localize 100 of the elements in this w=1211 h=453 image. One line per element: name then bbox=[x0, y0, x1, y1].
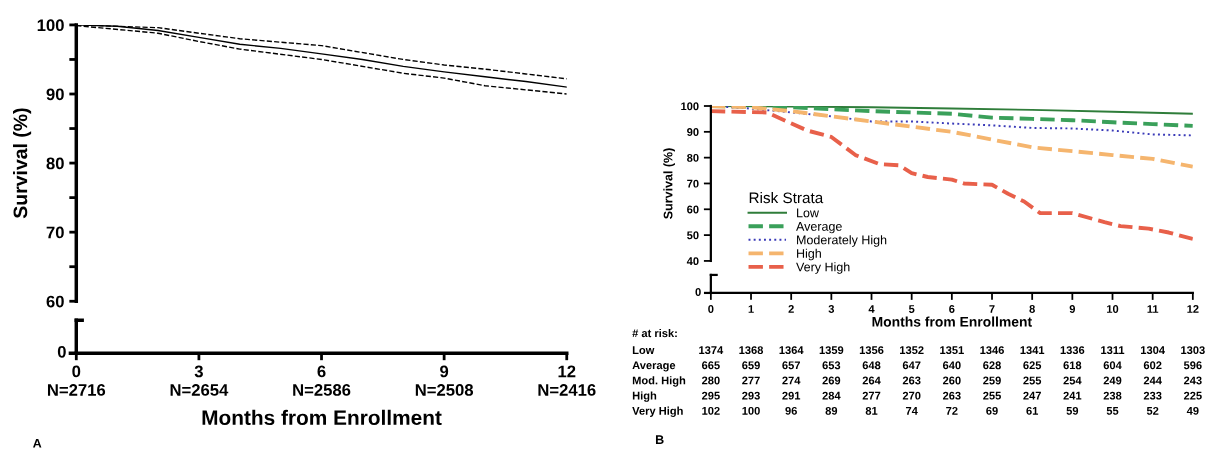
text: 96 bbox=[785, 406, 797, 415]
x-tick-label: 5 bbox=[908, 305, 915, 313]
text: 260 bbox=[942, 376, 961, 385]
text: 255 bbox=[983, 391, 1001, 400]
x-tick-label: 7 bbox=[989, 305, 995, 313]
text: 74 bbox=[905, 407, 918, 415]
text: 277 bbox=[742, 376, 760, 385]
y-tick-label: 100 bbox=[37, 19, 64, 32]
text: 291 bbox=[782, 391, 801, 400]
x-tick-label: 1 bbox=[748, 305, 754, 313]
text: 625 bbox=[1023, 361, 1042, 370]
legend-label: Low bbox=[797, 208, 819, 218]
text: 604 bbox=[1103, 361, 1122, 370]
text: 225 bbox=[1183, 391, 1202, 400]
text: 640 bbox=[942, 361, 961, 370]
text: A bbox=[33, 438, 42, 448]
text: 277 bbox=[862, 391, 881, 400]
text: 52 bbox=[1146, 406, 1159, 415]
text: 259 bbox=[983, 376, 1001, 385]
text: 618 bbox=[1063, 361, 1082, 370]
text: 263 bbox=[902, 376, 921, 385]
text: 0 bbox=[695, 288, 701, 296]
text: 295 bbox=[701, 391, 720, 400]
x-tick-label: 4 bbox=[868, 305, 875, 313]
x-tick-label: 3 bbox=[828, 305, 835, 313]
text: 81 bbox=[865, 406, 878, 415]
text: 648 bbox=[862, 361, 881, 370]
text: High bbox=[632, 391, 657, 402]
text: Average bbox=[632, 361, 676, 372]
text: 1311 bbox=[1101, 346, 1125, 355]
text: N=2716 bbox=[47, 384, 106, 396]
x-tick-label: 9 bbox=[1069, 305, 1076, 313]
y-tick-label: 60 bbox=[46, 295, 64, 308]
text: N=2508 bbox=[415, 384, 474, 396]
y-tick-label: 40 bbox=[686, 257, 699, 266]
x-axis-title: Months from Enrollment bbox=[872, 316, 1032, 327]
text: 264 bbox=[862, 376, 881, 385]
y-tick-label: 90 bbox=[46, 88, 64, 101]
x-tick-label: 0 bbox=[708, 305, 714, 313]
text: 1368 bbox=[739, 346, 764, 355]
text: 254 bbox=[1063, 376, 1082, 385]
y-axis-title: Survival (%) bbox=[13, 108, 32, 219]
legend-label: Average bbox=[796, 222, 842, 234]
text: 238 bbox=[1103, 391, 1122, 400]
text: 61 bbox=[1026, 406, 1039, 415]
text: 55 bbox=[1106, 407, 1119, 415]
text: 659 bbox=[742, 361, 760, 370]
text: 249 bbox=[1103, 376, 1122, 385]
text: 243 bbox=[1183, 376, 1202, 385]
text: 1364 bbox=[779, 346, 804, 355]
text: N=2586 bbox=[293, 384, 351, 396]
text: 602 bbox=[1143, 361, 1162, 370]
text: 280 bbox=[701, 376, 720, 385]
text: 59 bbox=[1066, 406, 1079, 415]
text: 1359 bbox=[819, 346, 844, 355]
text: N=2416 bbox=[538, 384, 596, 396]
text: 284 bbox=[822, 391, 841, 400]
legend-label: Very High bbox=[796, 262, 850, 274]
x-tick-label: 12 bbox=[1187, 305, 1199, 313]
y-tick-label: 100 bbox=[681, 102, 699, 111]
text: 102 bbox=[702, 406, 720, 415]
text: 274 bbox=[782, 376, 801, 385]
text: 100 bbox=[742, 406, 760, 415]
text: 1346 bbox=[980, 346, 1004, 355]
x-tick-label: 2 bbox=[788, 305, 794, 313]
legend-title: Risk Strata bbox=[749, 191, 824, 204]
text: 293 bbox=[742, 391, 760, 400]
y-tick-label: 80 bbox=[687, 153, 699, 162]
text: 1356 bbox=[859, 346, 884, 355]
text: 653 bbox=[822, 361, 841, 370]
text: B bbox=[655, 435, 664, 444]
x-tick-label: 0 bbox=[72, 365, 81, 378]
text: 233 bbox=[1143, 391, 1162, 400]
text: 596 bbox=[1183, 361, 1202, 370]
x-tick-label: 12 bbox=[558, 365, 576, 378]
text: 657 bbox=[782, 361, 800, 370]
y-tick-label: 90 bbox=[687, 128, 699, 136]
line-series bbox=[710, 106, 1193, 169]
x-tick-label: 6 bbox=[949, 305, 955, 313]
text: 244 bbox=[1143, 376, 1162, 385]
y-tick-label: 50 bbox=[687, 231, 699, 240]
text: 241 bbox=[1063, 391, 1082, 400]
text: N=2654 bbox=[170, 384, 229, 396]
text: 1336 bbox=[1060, 346, 1085, 355]
legend-label: High bbox=[797, 248, 821, 261]
y-tick-label: 70 bbox=[687, 179, 699, 188]
text: 647 bbox=[902, 361, 921, 370]
text: 72 bbox=[946, 406, 958, 415]
text: 269 bbox=[822, 376, 841, 385]
y-tick-label: 80 bbox=[46, 157, 64, 170]
text: Low bbox=[632, 346, 655, 355]
text: 1352 bbox=[900, 346, 924, 355]
text: 1341 bbox=[1020, 346, 1045, 355]
legend-label: Moderately High bbox=[797, 235, 887, 247]
text: 270 bbox=[902, 391, 921, 400]
x-tick-label: 6 bbox=[317, 365, 326, 378]
text: 1351 bbox=[940, 346, 964, 355]
x-axis-title: Months from Enrollment bbox=[202, 409, 442, 426]
x-tick-label: 11 bbox=[1147, 305, 1159, 313]
y-axis-title: Survival (%) bbox=[663, 148, 675, 219]
